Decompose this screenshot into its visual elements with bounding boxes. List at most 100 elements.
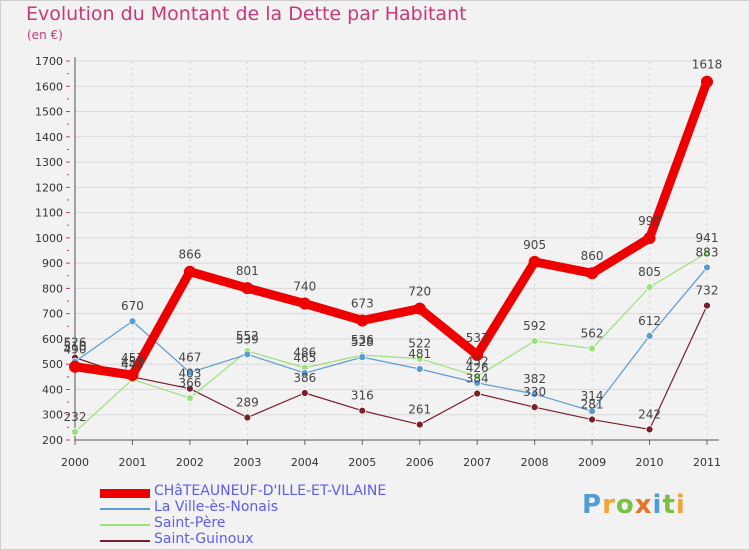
- data-point: [300, 389, 309, 397]
- data-label: 450: [121, 355, 144, 369]
- x-tick-label: 2004: [291, 456, 319, 469]
- x-tick-label: 2003: [233, 456, 261, 469]
- y-tick-label: 1600: [35, 80, 63, 93]
- data-label: 382: [523, 372, 546, 386]
- data-label: 720: [408, 285, 431, 299]
- y-tick-label: 1000: [35, 232, 63, 245]
- data-point: [473, 378, 482, 387]
- data-label: 316: [351, 389, 374, 403]
- data-label: 242: [638, 407, 661, 421]
- data-point: [358, 353, 367, 362]
- series-3: [71, 301, 711, 434]
- data-label: 1618: [692, 58, 723, 72]
- data-point: [413, 302, 426, 315]
- series-line: [74, 304, 708, 430]
- data-point: [415, 420, 424, 429]
- data-label: 612: [638, 314, 661, 328]
- x-tick-label: 2008: [521, 456, 549, 469]
- y-tick-label: 700: [42, 308, 63, 321]
- logo-letter: i: [652, 490, 663, 520]
- series-line: [74, 266, 708, 412]
- data-label: 866: [178, 248, 201, 262]
- x-tick-label: 2009: [578, 456, 606, 469]
- y-tick-label: 1200: [35, 181, 63, 194]
- legend-label: La Ville-ès-Nonais: [154, 499, 279, 515]
- data-label: 805: [638, 265, 661, 279]
- chart-title: Evolution du Montant de la Dette par Hab…: [26, 3, 467, 25]
- logo-letter: x: [634, 490, 653, 520]
- x-tick-label: 2001: [118, 456, 146, 469]
- series-lines: [69, 75, 713, 436]
- legend-swatch: [100, 524, 150, 526]
- data-point: [471, 348, 484, 361]
- y-tick-label: 1700: [35, 55, 63, 68]
- data-point: [415, 365, 424, 373]
- data-point: [69, 360, 81, 373]
- data-label: 465: [293, 351, 316, 365]
- x-tick-label: 2000: [61, 456, 89, 469]
- data-label: 536: [351, 333, 374, 347]
- data-point: [645, 332, 654, 340]
- proxiti-logo: Proxiti: [582, 490, 686, 520]
- data-label: 261: [408, 403, 431, 417]
- series-1: [71, 263, 711, 416]
- data-point: [703, 301, 711, 310]
- data-label: 490: [64, 343, 87, 357]
- legend-swatch: [100, 508, 150, 510]
- data-label: 281: [581, 398, 604, 412]
- data-label: 403: [178, 367, 201, 381]
- data-label: 386: [293, 371, 316, 385]
- data-label: 526: [64, 336, 87, 350]
- data-point: [703, 263, 711, 272]
- y-tick-label: 900: [42, 257, 63, 270]
- data-point: [186, 384, 194, 393]
- data-label: 440: [121, 357, 144, 371]
- legend-label: Saint-Guinoux: [154, 531, 254, 547]
- data-point: [71, 428, 79, 436]
- data-label: 670: [121, 299, 144, 313]
- y-tick-label: 400: [42, 383, 63, 396]
- data-label: 426: [466, 361, 489, 375]
- data-point: [298, 297, 311, 310]
- data-label: 486: [293, 346, 316, 360]
- logo-letter: t: [662, 490, 676, 520]
- data-label: 528: [351, 335, 374, 349]
- data-point: [588, 415, 596, 424]
- data-label: 941: [696, 231, 719, 245]
- data-label: 510: [64, 340, 87, 354]
- data-point: [415, 354, 424, 363]
- series-2: [71, 248, 711, 436]
- data-point: [186, 394, 194, 402]
- x-tick-label: 2010: [636, 456, 664, 469]
- data-point: [243, 350, 252, 359]
- data-label: 673: [351, 296, 374, 310]
- data-label: 467: [178, 351, 201, 365]
- legend-swatch: [100, 540, 150, 542]
- legend-label: CHâTEAUNEUF-D'ILLE-ET-VILAINE: [154, 483, 387, 499]
- y-tick-label: 300: [42, 409, 63, 422]
- data-labels: 490 457 866 801 740 673 720 537 905 860 999 1618 510…: [64, 58, 723, 424]
- data-label: 481: [408, 347, 431, 361]
- data-point: [186, 368, 194, 377]
- data-point: [645, 283, 654, 292]
- y-tick-label: 1400: [35, 131, 63, 144]
- data-label: 562: [581, 327, 604, 341]
- series-line: [74, 252, 708, 433]
- data-point: [183, 265, 196, 278]
- data-point: [643, 232, 656, 245]
- x-tick-label: 2007: [463, 456, 491, 469]
- grid: [74, 60, 708, 440]
- y-tick-label: 200: [42, 434, 63, 447]
- data-label: 232: [64, 410, 87, 424]
- data-label: 457: [121, 351, 144, 365]
- data-point: [588, 344, 596, 353]
- data-label: 905: [523, 238, 546, 252]
- data-label: 330: [523, 385, 546, 399]
- data-point: [126, 369, 139, 382]
- data-label: 314: [581, 389, 604, 403]
- data-label: 539: [236, 332, 259, 346]
- data-label: 552: [236, 329, 259, 343]
- data-point: [128, 317, 137, 326]
